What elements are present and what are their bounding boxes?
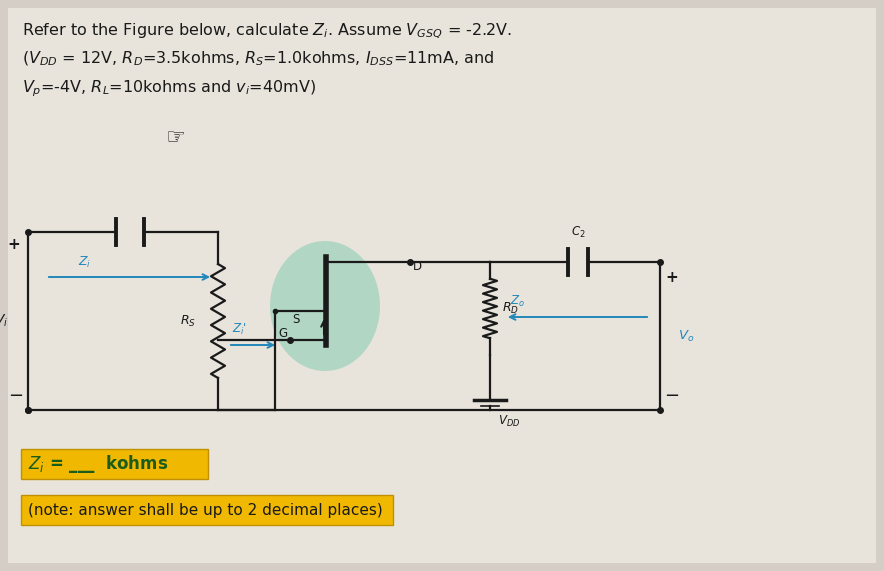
Text: $V_p$=-4V, $R_L$=10kohms and $v_i$=40mV): $V_p$=-4V, $R_L$=10kohms and $v_i$=40mV) — [22, 78, 316, 99]
Text: +: + — [666, 270, 678, 285]
Text: −: − — [9, 387, 24, 405]
Text: $R_D$: $R_D$ — [502, 301, 519, 316]
Text: $(V_{DD}$ = 12V, $R_D$=3.5kohms, $R_S$=1.0kohms, $I_{DSS}$=11mA, and: $(V_{DD}$ = 12V, $R_D$=3.5kohms, $R_S$=1… — [22, 50, 494, 69]
Text: $Z_o$: $Z_o$ — [510, 294, 525, 309]
FancyBboxPatch shape — [21, 495, 393, 525]
Text: G: G — [278, 327, 287, 340]
Text: $V_{DD}$: $V_{DD}$ — [498, 414, 521, 429]
Text: Refer to the Figure below, calculate $Z_i$. Assume $V_{GSQ}$ = -2.2V.: Refer to the Figure below, calculate $Z_… — [22, 22, 512, 41]
Text: S: S — [292, 313, 300, 326]
FancyBboxPatch shape — [21, 449, 208, 479]
FancyBboxPatch shape — [8, 8, 876, 563]
Text: $C_2$: $C_2$ — [571, 225, 585, 240]
Text: +: + — [8, 237, 20, 252]
Text: $V_i$: $V_i$ — [0, 313, 8, 329]
Text: $Z_i$': $Z_i$' — [232, 322, 247, 337]
Text: $Z_i$: $Z_i$ — [78, 255, 91, 270]
Text: $R_S$: $R_S$ — [180, 313, 196, 328]
Text: $Z_i$ = ___  kohms: $Z_i$ = ___ kohms — [28, 453, 168, 475]
Text: −: − — [665, 387, 680, 405]
Text: ☞: ☞ — [165, 128, 185, 148]
Text: (note: answer shall be up to 2 decimal places): (note: answer shall be up to 2 decimal p… — [28, 502, 383, 517]
Ellipse shape — [270, 241, 380, 371]
Text: $V_o$: $V_o$ — [678, 328, 694, 344]
Text: D: D — [413, 260, 423, 273]
